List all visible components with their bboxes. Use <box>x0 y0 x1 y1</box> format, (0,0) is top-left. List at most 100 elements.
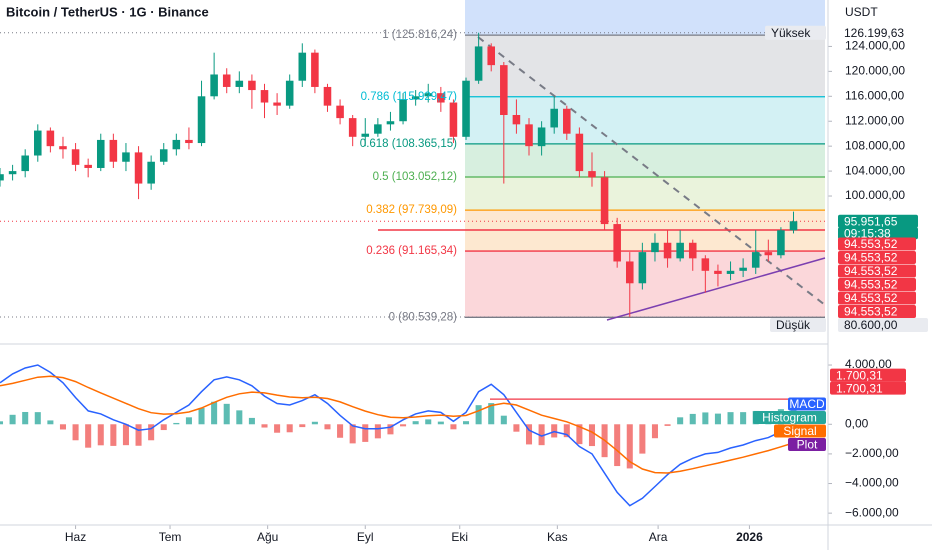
candle-body <box>210 74 218 97</box>
candle-body <box>474 46 483 81</box>
histogram-bar <box>702 412 709 425</box>
candle-body <box>449 102 458 137</box>
candle-body <box>197 96 206 144</box>
candle-body <box>96 139 105 168</box>
label-layer: Haz Tem Ağu Eyl Eki Kas Ara 2026 100.000,00 104.0… <box>65 25 928 544</box>
level-label: 94.553,52 <box>844 291 898 305</box>
legend-entry: Histogram <box>762 411 817 425</box>
fib-zone <box>465 35 825 97</box>
y-tick-label: 0,00 <box>845 416 869 430</box>
candle-body <box>273 102 281 106</box>
histogram-bar <box>551 424 558 438</box>
histogram-bar <box>651 424 658 439</box>
candle-body <box>336 105 344 119</box>
high-name: Yüksek <box>771 26 811 40</box>
candle-body <box>487 46 495 66</box>
fib-zone <box>465 96 825 144</box>
high-name-box <box>765 25 826 40</box>
y-tick-label: 112.000,00 <box>845 113 904 127</box>
histogram-bar <box>85 424 92 448</box>
fib-label: 0.382 (97.739,09) <box>366 204 457 216</box>
histogram-bar <box>160 424 167 431</box>
histogram-bar <box>588 424 596 447</box>
legend-entry: Plot <box>797 438 818 452</box>
y-tick-label: 116.000,00 <box>845 88 904 102</box>
histogram-bar <box>488 403 495 425</box>
y-tick-label: 104.000,00 <box>845 163 905 177</box>
histogram-bar <box>223 403 230 425</box>
histogram-bar <box>437 421 444 425</box>
y-tick-label: −2.000,00 <box>845 446 899 460</box>
candle-body <box>537 127 546 147</box>
histogram-bar <box>362 424 369 442</box>
histogram-bar <box>563 424 570 438</box>
histogram-bar <box>72 424 79 441</box>
histogram-bar <box>614 424 621 467</box>
histogram-bar <box>47 420 54 425</box>
candle-body <box>147 161 155 184</box>
candle-body <box>21 155 29 172</box>
histogram-bar <box>425 419 432 425</box>
histogram-bar <box>211 401 218 425</box>
histogram-bar <box>324 424 331 430</box>
candle-body <box>500 65 508 115</box>
macd-level-label-box <box>830 368 906 382</box>
candle-body <box>751 252 760 268</box>
x-tick-label: Ara <box>649 530 668 544</box>
candle-body <box>84 164 92 168</box>
candle-body <box>789 221 798 231</box>
candle-body <box>726 270 735 274</box>
candle-body <box>688 242 697 259</box>
x-tick-label: Tem <box>159 530 182 544</box>
macd-level-label: 1.700,31 <box>836 381 883 395</box>
candle-body <box>625 261 634 284</box>
fib-label: 0 (80.539,28) <box>389 311 458 323</box>
candle-body <box>462 80 470 137</box>
histogram-bar <box>349 424 356 444</box>
histogram-bar <box>9 414 16 425</box>
y-tick-label: 120.000,00 <box>845 64 905 78</box>
candle-body <box>109 139 118 162</box>
chart-title: Bitcoin / TetherUS · 1G · Binance <box>6 4 209 19</box>
candle-body <box>777 230 785 256</box>
legend-entry: Signal <box>783 424 816 438</box>
candle-body <box>525 124 533 147</box>
histogram-bar <box>374 424 381 439</box>
histogram-bar <box>97 424 104 446</box>
level-label: 94.553,52 <box>844 278 898 292</box>
histogram-bar <box>185 417 192 425</box>
candle-body <box>613 224 621 262</box>
candle-body <box>122 152 130 162</box>
high-value: 126.199,63 <box>844 26 904 40</box>
last-price: 95.951,65 <box>844 214 898 228</box>
histogram-bar <box>664 424 671 426</box>
candle-body <box>298 52 307 81</box>
histogram-bar <box>500 415 507 425</box>
low-name: Düşük <box>776 318 811 332</box>
y-tick-label: 108.000,00 <box>845 138 905 152</box>
candle-body <box>172 139 181 150</box>
macd-line <box>0 364 794 507</box>
legend-entry-box <box>774 424 826 438</box>
x-tick-label: Ağu <box>257 530 278 544</box>
legend-entry-box <box>753 411 826 424</box>
legend-entry: MACD <box>789 397 825 411</box>
candle-body <box>550 108 558 128</box>
candle-body <box>285 80 294 106</box>
histogram-bar <box>148 424 155 441</box>
histogram-bar <box>387 424 394 435</box>
level-label-box <box>838 264 916 278</box>
candle-body <box>361 133 370 137</box>
candle-body <box>311 52 319 87</box>
candle-body <box>248 80 256 91</box>
histogram-bar <box>173 422 180 425</box>
candle-body <box>676 242 684 259</box>
histogram-bar <box>626 424 633 469</box>
candle-body <box>701 258 710 271</box>
candle-body <box>185 139 193 144</box>
macd-line <box>0 375 794 474</box>
histogram-bar <box>311 421 318 425</box>
level-label-box <box>838 250 916 264</box>
